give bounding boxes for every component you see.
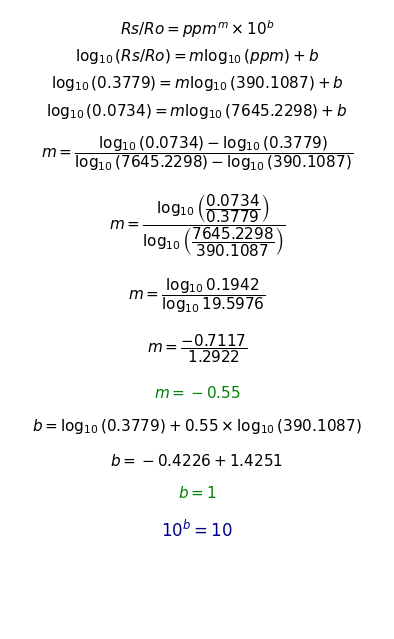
Text: $m=\dfrac{-0.7117}{1.2922}$: $m=\dfrac{-0.7117}{1.2922}$: [147, 332, 247, 365]
Text: $Rs/Ro=ppm^{m}\times10^{b}$: $Rs/Ro=ppm^{m}\times10^{b}$: [120, 18, 274, 40]
Text: $b=\log_{10}(0.3779)+0.55\times\log_{10}(390.1087)$: $b=\log_{10}(0.3779)+0.55\times\log_{10}…: [32, 417, 362, 436]
Text: $\log_{10}(0.3779)=m\log_{10}(390.1087)+b$: $\log_{10}(0.3779)=m\log_{10}(390.1087)+…: [50, 74, 344, 93]
Text: $m=\dfrac{\log_{10}\left(\dfrac{0.0734}{0.3779}\right)}{\log_{10}\left(\dfrac{76: $m=\dfrac{\log_{10}\left(\dfrac{0.0734}{…: [109, 192, 285, 259]
Text: $10^{b}=10$: $10^{b}=10$: [161, 520, 233, 541]
Text: $\log_{10}(0.0734)=m\log_{10}(7645.2298)+b$: $\log_{10}(0.0734)=m\log_{10}(7645.2298)…: [46, 102, 348, 121]
Text: $b=-0.4226+1.4251$: $b=-0.4226+1.4251$: [110, 453, 284, 470]
Text: $m=\dfrac{\log_{10}0.1942}{\log_{10}19.5976}$: $m=\dfrac{\log_{10}0.1942}{\log_{10}19.5…: [128, 277, 266, 315]
Text: $\log_{10}(Rs/Ro)=m\log_{10}(ppm)+b$: $\log_{10}(Rs/Ro)=m\log_{10}(ppm)+b$: [75, 47, 319, 66]
Text: $m=-0.55$: $m=-0.55$: [154, 385, 240, 401]
Text: $m=\dfrac{\log_{10}(0.0734)-\log_{10}(0.3779)}{\log_{10}(7645.2298)-\log_{10}(39: $m=\dfrac{\log_{10}(0.0734)-\log_{10}(0.…: [41, 134, 353, 173]
Text: $b=1$: $b=1$: [178, 485, 216, 502]
